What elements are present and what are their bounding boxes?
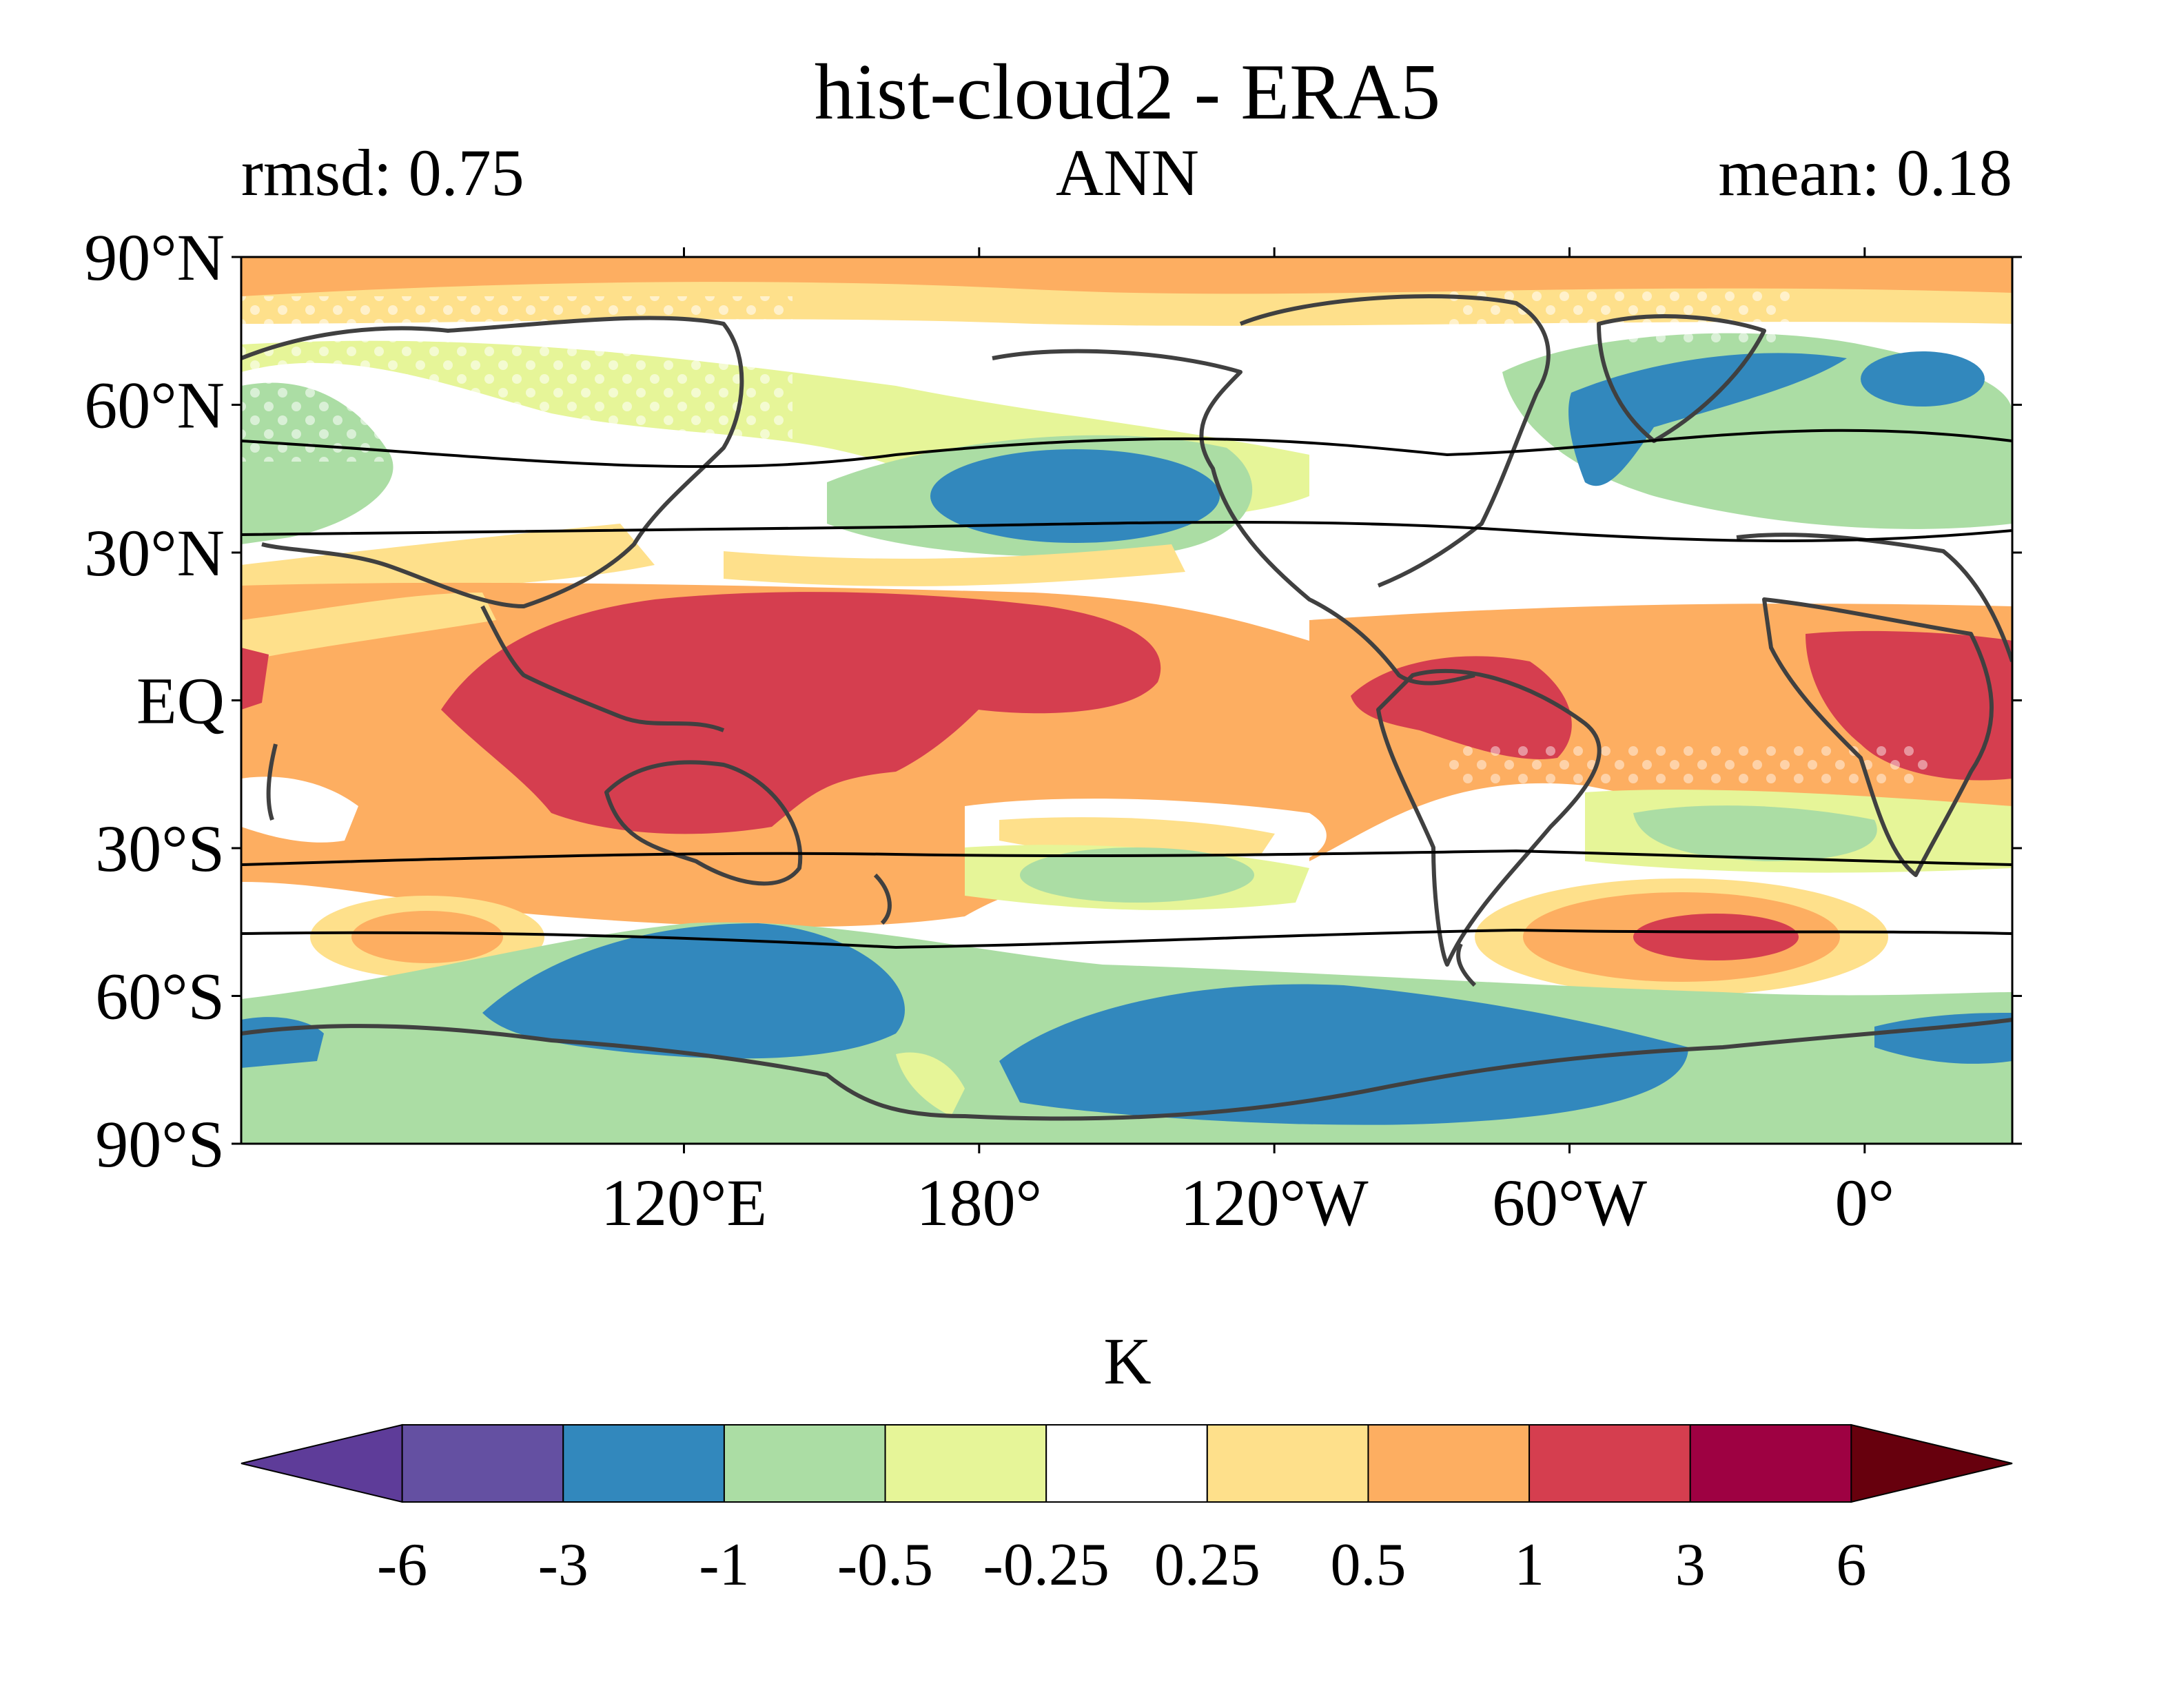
colorbar-swatch xyxy=(1045,1424,1208,1503)
longitude-axis: 120°E 180° 120°W 60°W 0° xyxy=(601,247,1894,1239)
lat-tick-label: 60°N xyxy=(84,369,225,442)
latitude-axis: 90°N 60°N 30°N EQ 30°S 60°S 90°S xyxy=(84,220,2022,1181)
colorbar-tick-labels: -6 -3 -1 -0.5 -0.25 0.25 0.5 1 3 6 xyxy=(377,1532,1866,1598)
colorbar-tick-label: 0.25 xyxy=(1154,1532,1260,1598)
colorbar-tick-label: 3 xyxy=(1675,1532,1706,1598)
colorbar-swatch xyxy=(1528,1424,1691,1503)
lon-tick-label: 120°E xyxy=(601,1166,767,1239)
jet-lines xyxy=(241,429,2012,949)
figure-title: hist-cloud2 - ERA5 xyxy=(815,48,1441,136)
rmsd-label: rmsd: 0.75 xyxy=(241,136,524,209)
lat-tick-label: 30°N xyxy=(84,516,225,590)
season-label: ANN xyxy=(1056,136,1199,209)
colorbar-tick-label: 1 xyxy=(1514,1532,1544,1598)
colorbar-tick-label: -6 xyxy=(377,1532,427,1598)
colorbar-tick-label: -1 xyxy=(699,1532,749,1598)
colorbar-swatches xyxy=(241,1423,2013,1503)
temperature-difference-field xyxy=(241,257,2012,1144)
lat-tick-label: EQ xyxy=(136,664,225,738)
lon-tick-label: 120°W xyxy=(1180,1166,1369,1239)
mean-label: mean: 0.18 xyxy=(1718,136,2012,209)
colorbar-tick-label: 6 xyxy=(1836,1532,1866,1598)
colorbar-swatch xyxy=(401,1424,564,1503)
colorbar-tick-label: -0.5 xyxy=(837,1532,933,1598)
colorbar-unit-label: K xyxy=(1103,1324,1151,1398)
colorbar-swatch xyxy=(1206,1424,1369,1503)
colorbar-tick-label: -0.25 xyxy=(983,1532,1109,1598)
lon-tick-label: 0° xyxy=(1835,1166,1894,1239)
colorbar-swatch xyxy=(1367,1424,1531,1503)
colorbar-tick-label: -3 xyxy=(538,1532,589,1598)
colorbar-swatch xyxy=(723,1424,886,1503)
lat-tick-label: 90°N xyxy=(84,220,225,294)
lon-tick-label: 180° xyxy=(917,1166,1042,1239)
colorbar-extend-min xyxy=(241,1423,403,1503)
lat-tick-label: 30°S xyxy=(95,812,225,885)
coastlines xyxy=(241,294,2012,1121)
lon-tick-label: 60°W xyxy=(1492,1166,1647,1239)
colorbar-swatch xyxy=(562,1424,725,1503)
lat-tick-label: 60°S xyxy=(95,960,225,1033)
colorbar: K -6 -3 -1 -0.5 -0.25 0.25 0.5 1 3 6 xyxy=(241,1324,2013,1598)
colorbar-swatch xyxy=(884,1424,1047,1503)
lat-tick-label: 90°S xyxy=(95,1107,225,1181)
colorbar-extend-max xyxy=(1850,1423,2013,1503)
colorbar-tick-label: 0.5 xyxy=(1330,1532,1406,1598)
colorbar-swatch xyxy=(1689,1424,1852,1503)
